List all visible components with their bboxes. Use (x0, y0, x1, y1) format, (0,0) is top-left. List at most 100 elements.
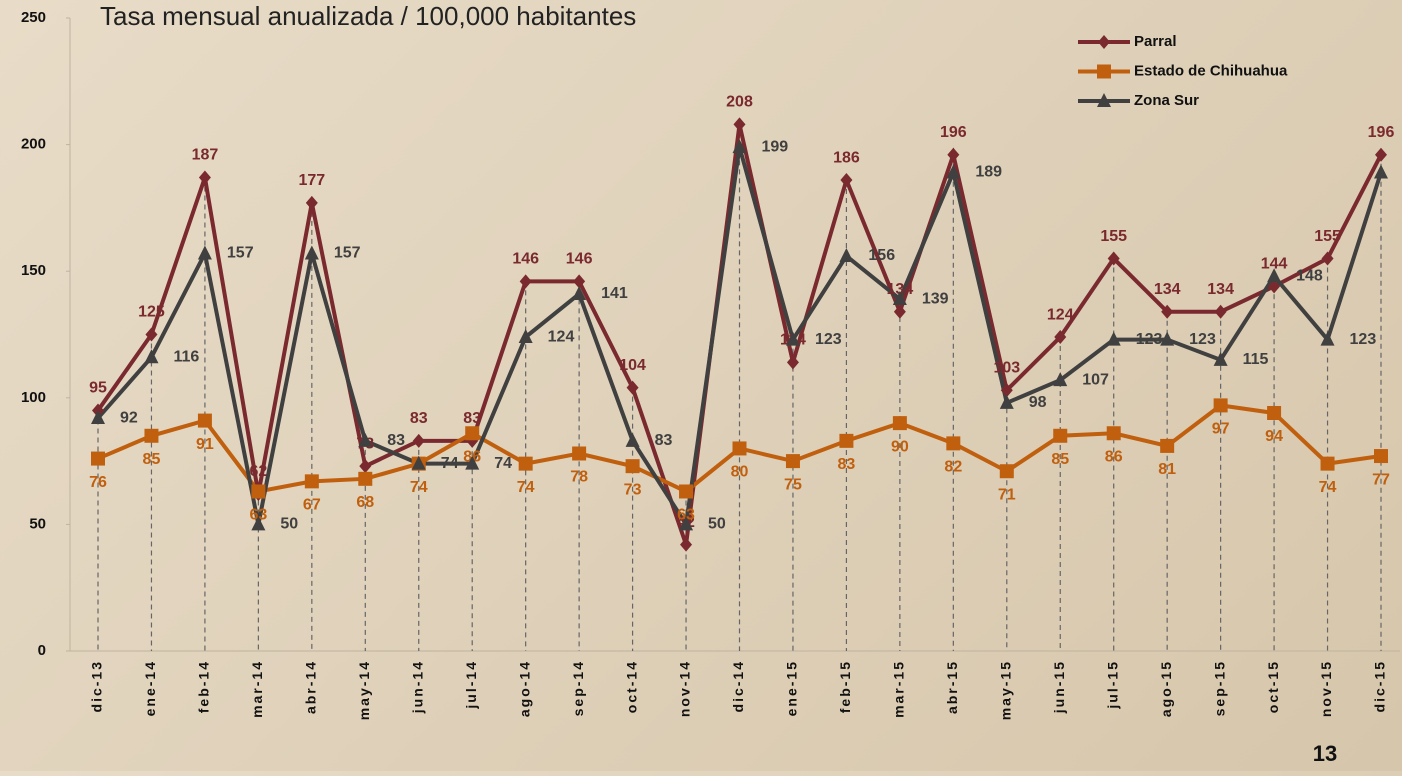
value-label: 196 (940, 124, 967, 141)
x-tick-label: sep-15 (1211, 660, 1227, 716)
value-label: 187 (192, 147, 219, 164)
value-label: 68 (356, 494, 374, 511)
marker (947, 147, 960, 162)
value-label: 74 (517, 479, 535, 496)
marker (1054, 330, 1067, 345)
page-number: 13 (1313, 741, 1337, 766)
value-label: 77 (1372, 471, 1390, 488)
marker (198, 170, 211, 185)
marker (1320, 331, 1335, 346)
marker (1000, 383, 1013, 398)
x-tick-label: oct-14 (623, 660, 639, 713)
marker (785, 331, 800, 346)
marker (786, 355, 799, 370)
value-label: 80 (731, 464, 749, 481)
legend-label: Zona Sur (1134, 92, 1199, 109)
marker (412, 433, 425, 448)
value-label: 146 (566, 251, 593, 268)
marker (1106, 331, 1121, 346)
marker (359, 459, 372, 474)
value-label: 116 (173, 349, 199, 366)
x-tick-label: dic-13 (89, 660, 105, 712)
marker (626, 380, 639, 395)
value-label: 74 (494, 455, 512, 472)
value-label: 208 (726, 94, 753, 111)
x-tick-label: ago-14 (516, 660, 532, 717)
marker (892, 416, 907, 431)
marker (411, 455, 426, 470)
value-label: 81 (1158, 461, 1176, 478)
marker (732, 441, 747, 456)
value-label: 83 (463, 410, 481, 427)
value-label: 91 (196, 436, 214, 453)
value-label: 123 (1189, 331, 1216, 348)
marker (1375, 147, 1387, 162)
y-tick-label: 0 (38, 642, 46, 659)
value-label: 123 (1350, 331, 1377, 348)
x-tick-label: sep-14 (570, 660, 586, 716)
marker (1267, 405, 1282, 420)
y-tick-label: 100 (21, 389, 46, 406)
value-label: 103 (993, 359, 1020, 376)
value-label: 74 (410, 479, 428, 496)
value-label: 85 (143, 451, 161, 468)
value-label: 97 (1212, 421, 1230, 438)
value-label: 157 (334, 245, 361, 262)
marker (840, 173, 853, 188)
marker (999, 464, 1014, 479)
value-label: 124 (548, 328, 575, 345)
value-label: 104 (619, 357, 646, 374)
value-label: 74 (1319, 479, 1337, 496)
marker (893, 304, 906, 319)
value-label: 144 (1261, 256, 1288, 273)
marker (197, 413, 212, 428)
value-label: 139 (922, 290, 949, 307)
marker (465, 426, 480, 441)
marker (732, 139, 747, 154)
x-tick-label: dic-14 (730, 660, 746, 712)
marker (1213, 398, 1228, 413)
value-label: 92 (120, 409, 138, 426)
marker (733, 117, 746, 132)
marker (1320, 456, 1335, 471)
marker (304, 245, 319, 260)
marker (1053, 428, 1068, 443)
x-tick-label: nov-15 (1318, 660, 1334, 717)
marker (1374, 449, 1388, 464)
marker (358, 471, 373, 486)
marker (1097, 93, 1111, 107)
marker (1268, 279, 1281, 294)
marker (785, 454, 800, 469)
marker (946, 164, 961, 179)
marker (1214, 304, 1227, 319)
value-label: 148 (1296, 267, 1323, 284)
marker (892, 291, 907, 306)
marker (305, 195, 318, 210)
marker (91, 410, 105, 425)
value-label: 67 (303, 497, 321, 514)
marker (518, 456, 533, 471)
value-label: 156 (868, 247, 895, 264)
marker (999, 394, 1014, 409)
value-label: 186 (833, 149, 860, 166)
value-label: 74 (441, 455, 459, 472)
value-label: 62 (249, 463, 267, 480)
x-tick-label: feb-15 (837, 660, 853, 713)
marker (91, 451, 105, 466)
x-tick-label: mar-14 (249, 660, 265, 718)
value-label: 90 (891, 438, 909, 455)
x-tick-label: jun-14 (409, 660, 425, 714)
value-label: 63 (677, 507, 695, 524)
x-tick-label: ene-14 (142, 660, 158, 716)
value-label: 155 (1314, 228, 1341, 245)
marker (572, 446, 587, 461)
value-label: 83 (655, 432, 673, 449)
marker (572, 285, 587, 300)
value-label: 177 (298, 172, 325, 189)
value-label: 83 (387, 432, 405, 449)
value-label: 95 (89, 380, 107, 397)
value-label: 125 (138, 304, 165, 321)
value-label: 155 (1100, 228, 1127, 245)
marker (251, 516, 266, 531)
marker (573, 274, 586, 289)
